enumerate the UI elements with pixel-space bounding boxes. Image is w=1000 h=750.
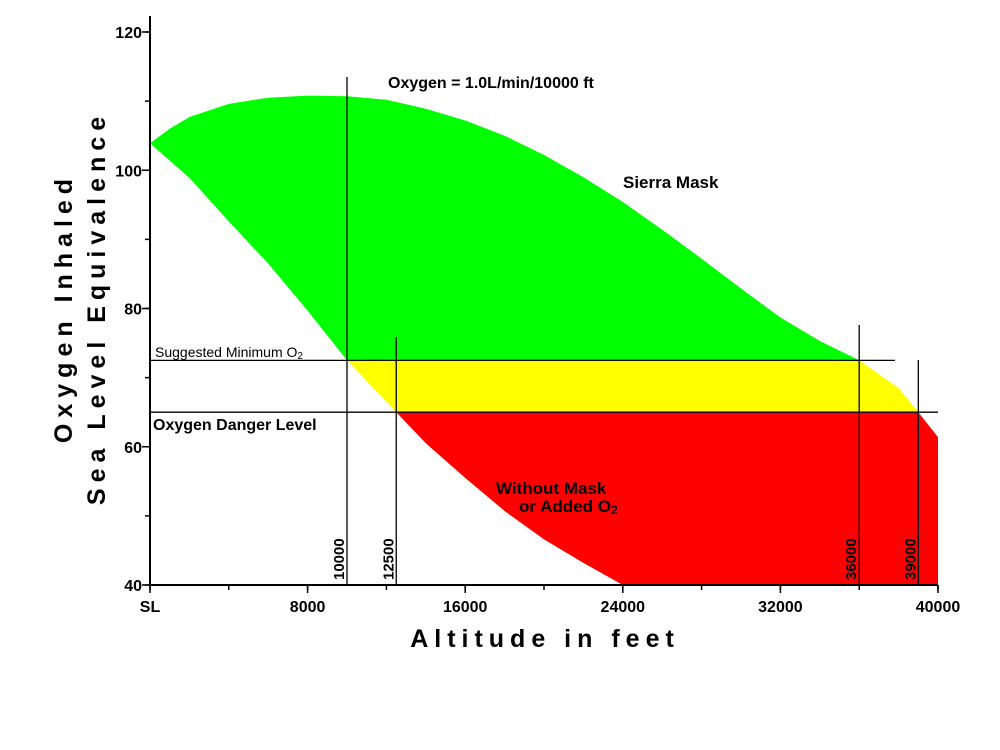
y-tick-label: 120 (115, 25, 142, 42)
x-tick-label: 40000 (916, 599, 961, 616)
y-axis-title-line1: Oxygen Inhaled (50, 173, 78, 443)
y-tick-label: 40 (124, 578, 142, 595)
oxygen-rate-annotation: Oxygen = 1.0L/min/10000 ft (388, 75, 595, 92)
suggested-minimum-label: Suggested Minimum O2 (155, 344, 303, 362)
y-axis-title-line2: Sea Level Equivalence (83, 111, 111, 505)
marker-label-39000: 39000 (902, 538, 919, 580)
band-below-suggested-minimum (150, 360, 938, 413)
without-mask-label-line2: or Added O2 (519, 497, 618, 517)
y-tick-label: 60 (124, 440, 142, 457)
x-axis-title: Altitude in feet (410, 625, 680, 653)
x-tick-label: 32000 (758, 599, 803, 616)
x-tick-label: 24000 (601, 599, 646, 616)
axes: SL 8000 16000 24000 32000 40000 40 60 80 100 120 (115, 16, 960, 616)
reference-lines: 10000 12500 36000 39000 (150, 77, 938, 585)
marker-label-12500: 12500 (380, 538, 397, 580)
y-tick-label: 80 (124, 302, 142, 319)
marker-label-10000: 10000 (331, 538, 348, 580)
marker-label-36000: 36000 (843, 538, 860, 580)
x-tick-label: SL (140, 599, 161, 616)
chart-labels: Altitude in feet Oxygen Inhaled Sea Leve… (50, 75, 719, 653)
y-tick-label: 100 (115, 163, 142, 180)
sierra-mask-label: Sierra Mask (623, 173, 719, 192)
band-safe (150, 95, 938, 361)
x-tick-label: 16000 (443, 599, 488, 616)
without-mask-label-line1: Without Mask (496, 479, 607, 498)
x-tick-label: 8000 (290, 599, 326, 616)
danger-level-label: Oxygen Danger Level (153, 417, 317, 434)
